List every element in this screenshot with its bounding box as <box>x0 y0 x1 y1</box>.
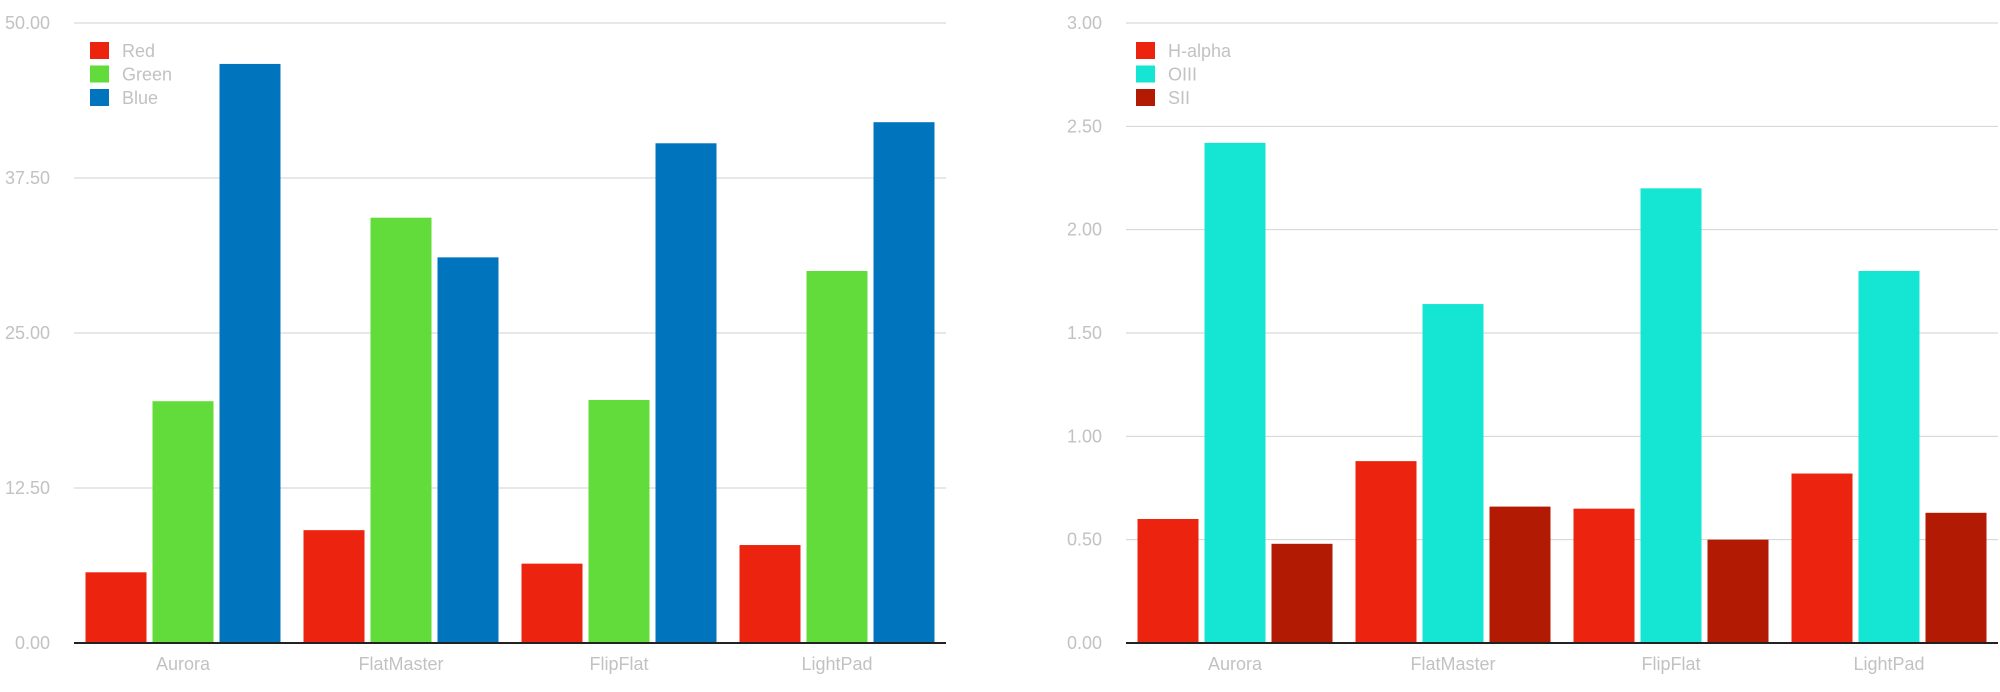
bar-red-flatmaster <box>303 530 365 643</box>
legend-swatch <box>90 42 109 59</box>
y-tick-label: 1.50 <box>1067 323 1102 343</box>
legend-swatch <box>90 89 109 106</box>
bar-sii-flipflat <box>1707 539 1769 643</box>
y-tick-label: 0.00 <box>1067 633 1102 653</box>
x-category-label: FlipFlat <box>589 654 648 674</box>
y-tick-label: 25.00 <box>5 323 50 343</box>
legend-swatch <box>90 65 109 83</box>
legend-label: Green <box>122 65 172 85</box>
chart-2: 0.00 0.50 1.00 1.50 2.00 2.50 3.00 Aurora FlatMa… <box>1067 13 1998 674</box>
bar-sii-flatmaster <box>1489 506 1551 643</box>
y-tick-label: 1.00 <box>1067 426 1102 446</box>
bar-sii-aurora <box>1271 543 1333 643</box>
bar-blue-flatmaster <box>437 257 499 643</box>
y-tick-label: 0.00 <box>15 633 50 653</box>
x-category-label: FlatMaster <box>358 654 443 674</box>
y-tick-label: 2.50 <box>1067 116 1102 136</box>
bar-oiii-flatmaster <box>1422 304 1484 643</box>
bar-sii-lightpad <box>1925 512 1987 643</box>
bar-blue-aurora <box>219 63 281 644</box>
y-tick-label: 2.00 <box>1067 220 1102 240</box>
y-tick-label: 0.50 <box>1067 530 1102 550</box>
bar-green-aurora <box>152 401 214 643</box>
bar-green-flipflat <box>588 399 650 643</box>
bar-h-alpha-aurora <box>1137 519 1199 643</box>
bar-oiii-lightpad <box>1858 271 1920 643</box>
x-category-label: FlatMaster <box>1410 654 1495 674</box>
legend-label: Red <box>122 41 155 61</box>
bar-oiii-flipflat <box>1640 188 1702 644</box>
y-tick-label: 3.00 <box>1067 13 1102 33</box>
legend-swatch <box>1136 65 1155 83</box>
x-category-label: FlipFlat <box>1641 654 1700 674</box>
y-tick-label: 12.50 <box>5 478 50 498</box>
bar-h-alpha-flipflat <box>1573 508 1635 643</box>
legend-label: H-alpha <box>1168 41 1232 61</box>
bar-red-lightpad <box>739 545 801 643</box>
x-category-label: Aurora <box>156 654 211 674</box>
bar-oiii-aurora <box>1204 142 1266 643</box>
bar-h-alpha-lightpad <box>1791 473 1853 643</box>
y-tick-label: 37.50 <box>5 168 50 188</box>
bar-green-flatmaster <box>370 217 432 643</box>
legend-swatch <box>1136 42 1155 59</box>
bar-red-aurora <box>85 572 147 643</box>
x-category-label: LightPad <box>801 654 872 674</box>
y-tick-label: 50.00 <box>5 13 50 33</box>
legend-swatch <box>1136 89 1155 106</box>
bar-h-alpha-flatmaster <box>1355 461 1417 643</box>
bar-blue-lightpad <box>873 122 935 643</box>
bar-green-lightpad <box>806 271 868 643</box>
legend-label: Blue <box>122 88 158 108</box>
legend-label: OIII <box>1168 65 1197 85</box>
legend-label: SII <box>1168 88 1190 108</box>
x-category-label: Aurora <box>1208 654 1263 674</box>
x-category-label: LightPad <box>1853 654 1924 674</box>
chart-1: 0.00 12.50 25.00 37.50 50.00 Aurora FlatMaster… <box>5 13 946 674</box>
bar-red-flipflat <box>521 563 583 643</box>
bar-blue-flipflat <box>655 143 717 643</box>
